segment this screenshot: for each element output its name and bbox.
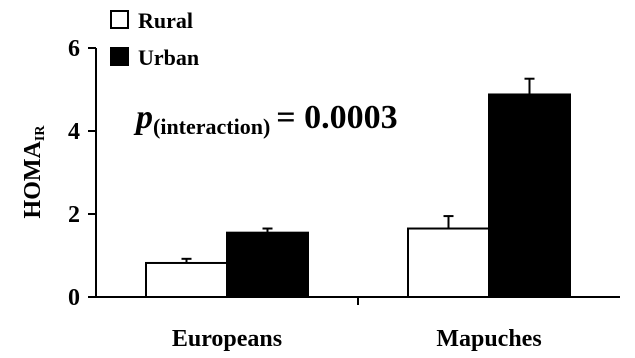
p-value-symbol: p [133, 99, 153, 136]
bar-rural-mapuches [407, 227, 490, 298]
category-label-europeans: Europeans [172, 326, 282, 352]
bars-group [145, 77, 571, 299]
y-tick-label-4: 4 [68, 119, 80, 145]
y-tick-label-6: 6 [68, 36, 80, 62]
bar-rural-europeans [145, 261, 228, 298]
bar-urban-mapuches [488, 93, 571, 299]
p-value-subscript: (interaction) [153, 114, 270, 139]
bar-urban-europeans [226, 231, 309, 298]
legend-label-rural: Rural [138, 8, 193, 33]
p-value-text: = 0.0003 [276, 99, 397, 136]
y-axis-label-main: HOMA [20, 140, 46, 218]
y-axis-label: HOMAIR [20, 125, 48, 219]
legend-swatch-rural [110, 10, 129, 29]
category-label-mapuches: Mapuches [436, 326, 541, 352]
legend-swatch-urban [110, 47, 129, 66]
y-tick-label-2: 2 [68, 202, 80, 228]
legend: Rural Urban [110, 8, 199, 70]
y-axis-label-subscript: IR [33, 125, 48, 141]
y-tick-label-0: 0 [68, 285, 80, 311]
y-ticks: 0 2 4 6 [68, 36, 96, 311]
legend-label-urban: Urban [138, 45, 199, 70]
p-value-annotation: p(interaction) = 0.0003 [133, 99, 398, 139]
